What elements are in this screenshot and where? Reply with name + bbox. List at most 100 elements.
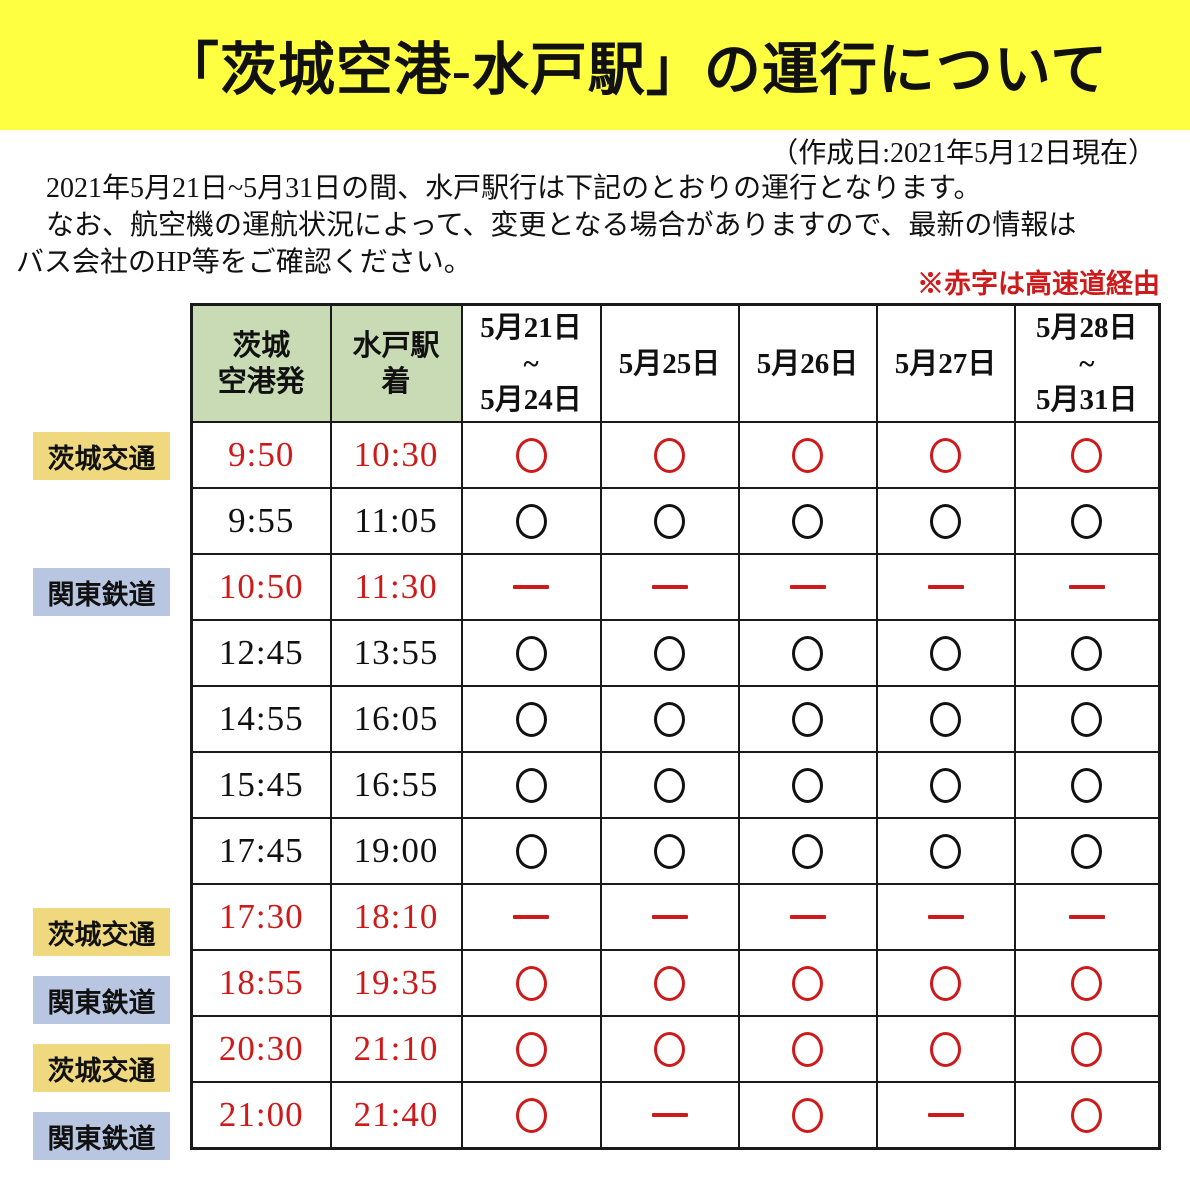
operating-circle-mark [792, 1097, 823, 1133]
timetable-row: 9:50 10:30 [190, 421, 1161, 489]
day-status-cell [460, 487, 602, 555]
timetable-row: 17:45 19:00 [190, 817, 1161, 885]
arrive-time-cell: 19:00 [329, 817, 463, 885]
suspended-dash-mark [789, 585, 826, 590]
depart-time-cell: 9:55 [190, 487, 332, 555]
page-title: 「茨城空港-水戸駅」の運行について [161, 39, 1109, 102]
day-status-cell [737, 949, 878, 1017]
day-status-cell [1013, 751, 1161, 819]
arrive-time-cell: 11:30 [329, 553, 463, 621]
day-status-cell [460, 421, 602, 489]
operating-circle-mark [515, 767, 547, 803]
column-header-5: 5月27日 [875, 303, 1016, 423]
operating-circle-mark [1071, 1031, 1103, 1067]
day-status-cell [737, 817, 878, 885]
arrive-time-cell: 16:55 [329, 751, 463, 819]
timetable-row: 20:30 21:10 [190, 1015, 1161, 1083]
day-status-cell [875, 421, 1016, 489]
operator-label: 茨城交通 [33, 908, 170, 956]
column-header-2: 5月21日 ~5月24日 [460, 303, 602, 423]
operating-circle-mark [515, 437, 547, 473]
day-status-cell [737, 1081, 878, 1150]
operating-circle-mark [930, 635, 961, 671]
intro-line: 2021年5月21日~5月31日の間、水戸駅行は下記のとおりの運行となります。 [46, 173, 982, 204]
arrive-time-cell: 21:40 [329, 1081, 463, 1150]
timetable-row: 21:00 21:40 [190, 1081, 1161, 1150]
depart-time-cell: 18:55 [190, 949, 332, 1017]
day-status-cell [460, 883, 602, 951]
operating-circle-mark [792, 965, 823, 1001]
created-date-note: （作成日:2021年5月12日現在） [770, 138, 1156, 169]
timetable-row: 9:55 11:05 [190, 487, 1161, 555]
operating-circle-mark [792, 635, 823, 671]
intro-paragraph: 2021年5月21日~5月31日の間、水戸駅行は下記のとおりの運行となります。 … [16, 170, 1116, 281]
day-status-cell [599, 619, 740, 687]
suspended-dash-mark [651, 915, 688, 920]
day-status-cell [1013, 817, 1161, 885]
day-status-cell [875, 751, 1016, 819]
depart-time-cell: 14:55 [190, 685, 332, 753]
day-status-cell [875, 553, 1016, 621]
suspended-dash-mark [927, 585, 964, 590]
operating-circle-mark [654, 701, 685, 737]
operating-circle-mark [654, 635, 685, 671]
operating-circle-mark [654, 965, 685, 1001]
day-status-cell [875, 685, 1016, 753]
operating-circle-mark [1071, 1097, 1103, 1133]
day-status-cell [599, 883, 740, 951]
operating-circle-mark [654, 767, 685, 803]
day-status-cell [737, 421, 878, 489]
day-status-cell [1013, 553, 1161, 621]
column-header-0: 茨城 空港発 [190, 303, 332, 423]
operating-circle-mark [515, 503, 547, 539]
day-status-cell [460, 1015, 602, 1083]
suspended-dash-mark [927, 1113, 964, 1118]
depart-time-cell: 12:45 [190, 619, 332, 687]
operating-circle-mark [1071, 701, 1103, 737]
day-status-cell [1013, 685, 1161, 753]
operating-circle-mark [792, 701, 823, 737]
depart-time-cell: 17:45 [190, 817, 332, 885]
operating-circle-mark [654, 833, 685, 869]
day-status-cell [737, 751, 878, 819]
timetable-body: 9:50 10:30 9:55 11:05 10:50 11:30 12:45 13:55 14… [190, 421, 1161, 1150]
timetable-row: 10:50 11:30 [190, 553, 1161, 621]
day-status-cell [599, 487, 740, 555]
timetable-row: 15:45 16:55 [190, 751, 1161, 819]
arrive-time-cell: 10:30 [329, 421, 463, 489]
depart-time-cell: 20:30 [190, 1015, 332, 1083]
operator-label: 茨城交通 [33, 1044, 170, 1092]
day-status-cell [737, 685, 878, 753]
day-status-cell [1013, 421, 1161, 489]
operating-circle-mark [515, 833, 547, 869]
arrive-time-cell: 21:10 [329, 1015, 463, 1083]
day-status-cell [460, 949, 602, 1017]
suspended-dash-mark [651, 585, 688, 590]
operator-label: 関東鉄道 [33, 1112, 170, 1160]
day-status-cell [599, 685, 740, 753]
arrive-time-cell: 18:10 [329, 883, 463, 951]
suspended-dash-mark [651, 1113, 688, 1118]
day-status-cell [1013, 949, 1161, 1017]
day-status-cell [1013, 1081, 1161, 1150]
operating-circle-mark [792, 437, 823, 473]
depart-time-cell: 17:30 [190, 883, 332, 951]
day-status-cell [460, 1081, 602, 1150]
timetable: 茨城 空港発 水戸駅着 5月21日 ~5月24日 5月25日 5月26日 5月27日 5月28日… [190, 303, 1161, 1150]
day-status-cell [737, 487, 878, 555]
operating-circle-mark [1071, 503, 1103, 539]
timetable-header-row: 茨城 空港発 水戸駅着 5月21日 ~5月24日 5月25日 5月26日 5月27日 5月28日… [190, 303, 1161, 423]
arrive-time-cell: 16:05 [329, 685, 463, 753]
day-status-cell [1013, 1015, 1161, 1083]
timetable-row: 18:55 19:35 [190, 949, 1161, 1017]
day-status-cell [875, 487, 1016, 555]
suspended-dash-mark [1068, 915, 1105, 920]
operating-circle-mark [1071, 635, 1103, 671]
operating-circle-mark [930, 767, 961, 803]
suspended-dash-mark [927, 915, 964, 920]
suspended-dash-mark [513, 585, 549, 590]
intro-line: バス会社のHP等をご確認ください。 [16, 247, 472, 278]
operating-circle-mark [930, 503, 961, 539]
operating-circle-mark [792, 767, 823, 803]
